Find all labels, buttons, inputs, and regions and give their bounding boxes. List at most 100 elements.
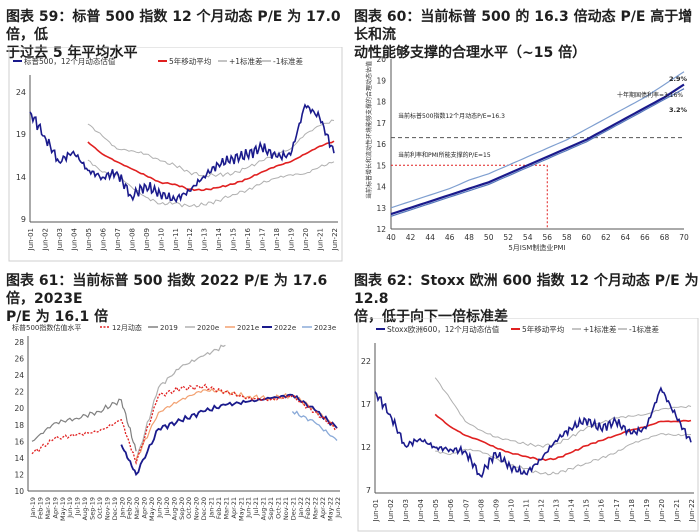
chart-60-annotation-current-pe: 当前标普500指数12个月动态P/E=16.3 bbox=[398, 112, 505, 120]
x-tick-label: Aug-19 bbox=[81, 497, 89, 520]
x-tick-label: Jan-21 bbox=[208, 497, 216, 519]
x-tick-label: Jan-20 bbox=[118, 497, 126, 519]
x-tick-label: Oct-20 bbox=[185, 497, 193, 519]
chart-60-xtick: 44 bbox=[425, 233, 435, 242]
chart-61-series-2019 bbox=[31, 398, 137, 452]
x-tick-label: May-20 bbox=[148, 497, 156, 521]
x-tick-label: Jun-14 bbox=[215, 227, 223, 251]
x-tick-label: Jun-13 bbox=[201, 228, 209, 251]
x-tick-label: Jun-01 bbox=[372, 499, 380, 522]
chart-61-legend-6: 2023e bbox=[314, 324, 336, 332]
x-tick-label: Jul-19 bbox=[74, 497, 82, 516]
x-tick-label: Feb-19 bbox=[36, 497, 44, 519]
x-tick-label: Jun-04 bbox=[70, 227, 78, 251]
chart-60-y-ticks: 20 19 18 17 16 15 14 13 12 bbox=[376, 55, 386, 234]
chart-60-ytick: 19 bbox=[376, 76, 386, 85]
chart-60-annotation-fair-pe: 当前利率和PMI所能支撑的P/E=15 bbox=[398, 151, 491, 159]
x-tick-label: Jun-15 bbox=[583, 499, 591, 522]
chart-60-lines bbox=[390, 71, 685, 217]
x-tick-label: Jun-16 bbox=[598, 498, 606, 522]
chart-59-series-minus1sd bbox=[87, 159, 335, 208]
x-tick-label: Jun-21 bbox=[317, 228, 325, 251]
chart-60-xtick: 56 bbox=[543, 233, 553, 242]
x-tick-label: Jan-19 bbox=[29, 497, 37, 519]
x-tick-label: Sep-21 bbox=[267, 497, 275, 520]
chart-60-xtick: 52 bbox=[503, 233, 513, 242]
x-tick-label: Jun-18 bbox=[273, 228, 281, 251]
x-tick-label: Aug-20 bbox=[170, 497, 178, 520]
chart-61-ytick: 14 bbox=[14, 454, 24, 463]
x-tick-label: Mar-21 bbox=[222, 497, 230, 519]
chart-60-svg: 当前标普增长和流动性环境能够支撑的合理动态估值 20 19 18 17 16 15 14 13… bbox=[365, 55, 689, 252]
x-tick-label: Jun-04 bbox=[417, 498, 425, 522]
x-tick-label: Jun-22 bbox=[331, 228, 339, 251]
x-tick-label: Jun-19 bbox=[66, 497, 74, 519]
x-tick-label: Jun-17 bbox=[613, 499, 621, 522]
chart-60-ytick: 17 bbox=[376, 119, 386, 128]
chart-61-x-ticks: Jan-19 Feb-19 Mar-19 Apr-19 May-19 Jun-19 Jul-… bbox=[29, 497, 342, 521]
chart-60-ytick: 16 bbox=[376, 140, 386, 149]
chart-61-small-title: 标普500指数估值水平 bbox=[12, 323, 81, 332]
x-tick-label: Jun-19 bbox=[288, 228, 296, 251]
chart-61-series-2021e bbox=[135, 388, 338, 460]
chart-61-y-ticks: 28 26 24 22 20 18 16 14 12 10 bbox=[14, 338, 24, 496]
x-tick-label: Jun-22 bbox=[688, 499, 696, 522]
chart-60-ytick: 12 bbox=[376, 225, 386, 234]
x-tick-label: Jun-08 bbox=[128, 228, 136, 251]
x-tick-label: Jan-22 bbox=[297, 497, 305, 519]
chart-62-ytick-17: 17 bbox=[361, 400, 371, 409]
chart-61-title-line-2: P/E 为 16.1 倍 bbox=[6, 309, 109, 325]
x-tick-label: Jun-13 bbox=[553, 499, 561, 522]
chart-60-annotation-yield: 十年期国债利率=3.16% bbox=[617, 91, 683, 99]
x-tick-label: Mar-22 bbox=[312, 497, 320, 519]
chart-60-label-2-9pct: 2.9% bbox=[669, 75, 688, 83]
x-tick-label: May-22 bbox=[327, 497, 335, 521]
chart-61-ytick: 12 bbox=[14, 470, 24, 479]
x-tick-label: Jun-05 bbox=[432, 499, 440, 522]
x-tick-label: Mar-20 bbox=[133, 497, 141, 519]
chart-61-title-line-1: 图表 61：当前标普 500 指数 2022 P/E 为 17.6 倍，2023… bbox=[6, 273, 328, 307]
x-tick-label: Dec-20 bbox=[200, 497, 208, 520]
chart-61-legend-5: 2022e bbox=[274, 324, 296, 332]
x-tick-label: Jun-20 bbox=[658, 499, 666, 522]
chart-60-xtick: 50 bbox=[484, 233, 494, 242]
chart-60-label-3-2pct: 3.2% bbox=[669, 106, 688, 114]
chart-62-lines bbox=[374, 377, 692, 479]
x-tick-label: Jun-11 bbox=[172, 228, 180, 251]
chart-61-ytick: 10 bbox=[14, 487, 24, 496]
x-tick-label: Jun-14 bbox=[568, 498, 576, 522]
chart-61-ytick: 16 bbox=[14, 437, 24, 446]
chart-59-ytick-24: 24 bbox=[16, 88, 26, 97]
chart-62-svg: Stoxx欧洲600，12个月动态估值 5年移动平均 +1标准差 -1标准差 2… bbox=[357, 318, 699, 532]
chart-60-xtick: 60 bbox=[582, 233, 592, 242]
x-tick-label: Jun-06 bbox=[99, 227, 107, 251]
x-tick-label: Jun-12 bbox=[186, 228, 194, 251]
chart-59-title-line-1: 图表 59：标普 500 指数 12 个月动态 P/E 为 17.0 倍，低 bbox=[6, 9, 341, 43]
x-tick-label: Jun-18 bbox=[628, 499, 636, 522]
chart-62-title-line-2: 倍，低于向下一倍标准差 bbox=[354, 309, 508, 325]
chart-61-ytick: 26 bbox=[14, 355, 24, 364]
chart-62-ytick-7: 7 bbox=[366, 486, 371, 495]
x-tick-label: Aug-21 bbox=[260, 497, 268, 520]
chart-60-xtick: 64 bbox=[621, 233, 631, 242]
chart-60-xtick: 68 bbox=[660, 233, 670, 242]
chart-62-frame bbox=[357, 318, 699, 532]
x-tick-label: Jun-09 bbox=[143, 228, 151, 251]
chart-59-frame bbox=[8, 47, 343, 262]
x-tick-label: Jun-10 bbox=[157, 228, 165, 251]
chart-61-legend-1: 12月动态 bbox=[112, 323, 142, 332]
chart-61-svg: 标普500指数估值水平 12月动态 2019 2020e 2021e 2022e… bbox=[12, 323, 342, 521]
x-tick-label: Jul-20 bbox=[163, 497, 171, 516]
chart-62-series-minus1sd bbox=[435, 433, 692, 476]
chart-61-panel: 图表 61：当前标普 500 指数 2022 P/E 为 17.6 倍，2023… bbox=[0, 265, 345, 532]
chart-60-reference-lines bbox=[391, 137, 684, 229]
chart-62-title: 图表 62：Stoxx 欧洲 600 指数 12 个月动态 P/E 为 12.8… bbox=[354, 272, 699, 326]
x-tick-label: Jun-12 bbox=[538, 499, 546, 522]
x-tick-label: Jun-15 bbox=[230, 228, 238, 251]
chart-61-title: 图表 61：当前标普 500 指数 2022 P/E 为 17.6 倍，2023… bbox=[6, 272, 344, 326]
x-tick-label: Jun-02 bbox=[42, 228, 50, 251]
x-tick-label: Nov-21 bbox=[282, 497, 290, 520]
chart-60-ytick: 20 bbox=[376, 55, 386, 64]
chart-62-ytick-12: 12 bbox=[361, 443, 371, 452]
x-tick-label: Nov-19 bbox=[103, 497, 111, 520]
